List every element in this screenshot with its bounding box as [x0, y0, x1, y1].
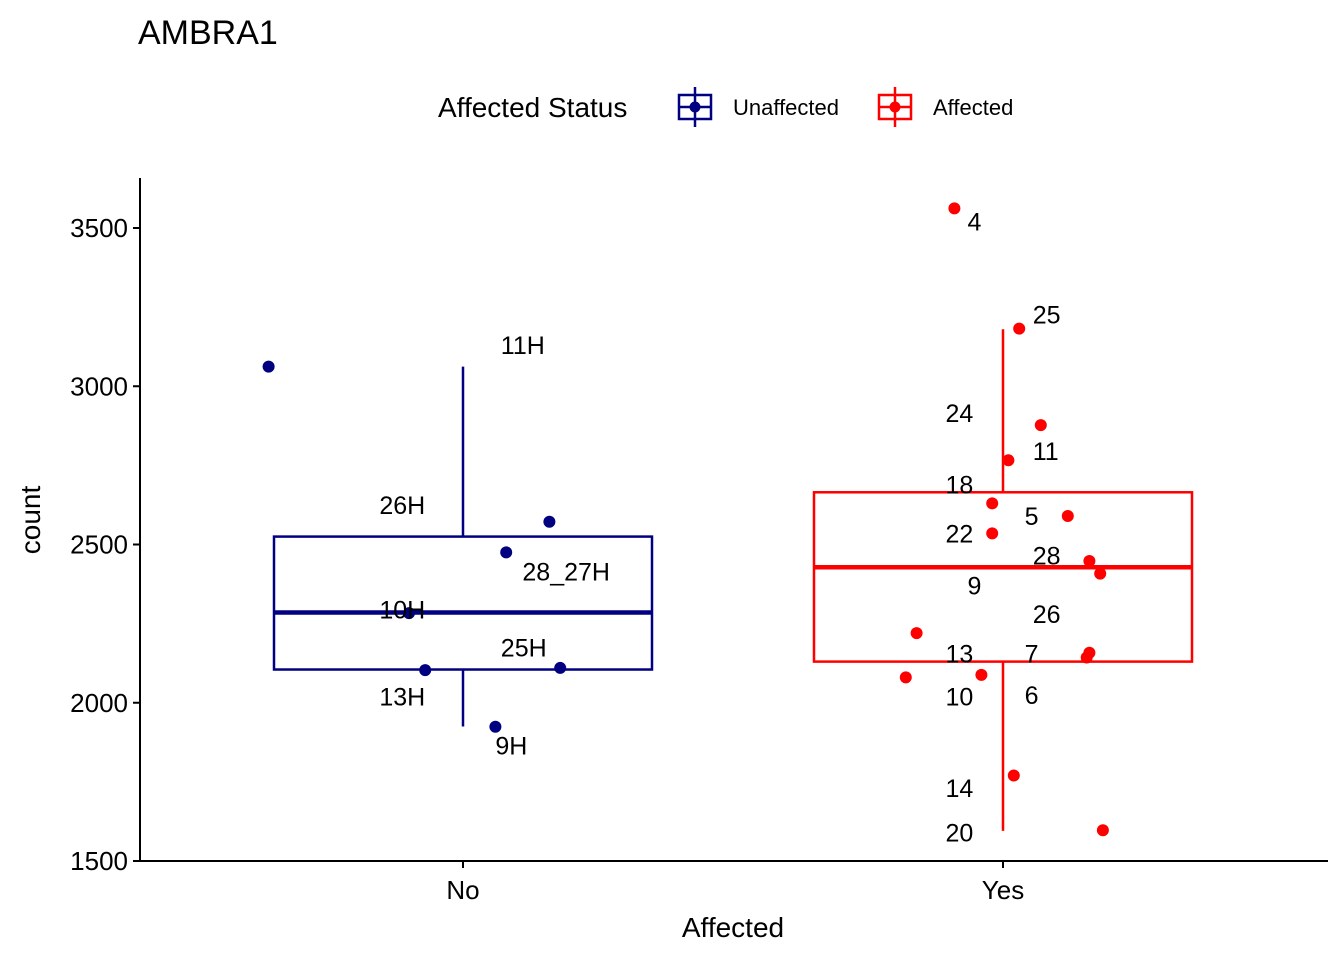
x-ticks: No Yes [446, 861, 1024, 905]
data-point [1094, 567, 1107, 580]
legend: Affected Status Unaffected Affected [438, 87, 1013, 127]
point-label: 9H [495, 732, 527, 760]
x-tick-label: No [446, 875, 479, 905]
x-axis-title: Affected [682, 912, 784, 943]
point-label: 26 [1033, 601, 1061, 629]
box-iqr [812, 491, 1194, 663]
data-point [975, 668, 988, 681]
point-label: 10 [945, 683, 973, 711]
x-tick-label: Yes [982, 875, 1024, 905]
data-point [986, 527, 999, 540]
legend-items: Unaffected Affected [677, 87, 1013, 127]
point-label: 14 [945, 775, 973, 803]
legend-item-unaffected: Unaffected [677, 87, 839, 127]
data-point [489, 720, 502, 733]
legend-title: Affected Status [438, 92, 627, 123]
point-label: 26H [379, 492, 425, 520]
point-label: 9 [967, 573, 981, 601]
point-label: 6 [1025, 682, 1039, 710]
y-tick-label: 3500 [70, 213, 128, 243]
data-point [554, 661, 567, 674]
point-label: 20 [945, 820, 973, 848]
legend-item-affected: Affected [877, 87, 1013, 127]
box-no [272, 366, 654, 727]
y-axis-title: count [15, 486, 46, 555]
boxes [272, 329, 1194, 831]
y-tick-label: 3000 [70, 371, 128, 401]
data-point [403, 607, 415, 620]
point-label: 25 [1033, 301, 1061, 329]
data-point [1061, 510, 1074, 523]
data-point [1083, 554, 1096, 567]
chart-title: AMBRA1 [138, 14, 278, 52]
data-point [910, 627, 923, 640]
y-ticks: 1500 2000 2500 3000 3500 [70, 213, 140, 876]
point-label: 11H [501, 332, 545, 360]
point-label: 5 [1025, 503, 1039, 531]
data-point [1002, 454, 1015, 467]
y-tick-label: 2500 [70, 530, 128, 560]
point-label: 25H [501, 634, 547, 662]
data-point [986, 497, 999, 510]
data-point [1007, 769, 1020, 782]
data-point [1096, 824, 1109, 837]
data-point [1080, 651, 1093, 664]
data-point [419, 664, 432, 677]
point-label: 7 [1025, 641, 1039, 669]
point-label: 28_27H [522, 558, 610, 586]
data-point [1013, 322, 1026, 335]
point-label: 13H [379, 683, 425, 711]
plot-area: 11H 26H 28_27H 10H 25H 13H 9H 4 25 24 11 18 5 22 28 9 26… [262, 202, 1194, 848]
point-label: 4 [967, 209, 981, 237]
data-point [543, 515, 556, 528]
legend-label: Affected [933, 95, 1013, 120]
point-labels: 11H 26H 28_27H 10H 25H 13H 9H 4 25 24 11 18 5 22 28 9 26… [379, 209, 1060, 848]
y-tick-label: 2000 [70, 688, 128, 718]
y-tick-label: 1500 [70, 846, 128, 876]
point-label: 24 [945, 400, 973, 428]
axes: 1500 2000 2500 3000 3500 No Yes [70, 178, 1328, 905]
data-point [1034, 419, 1047, 432]
box-iqr [272, 535, 654, 671]
data-point [948, 202, 961, 215]
point-label: 13 [945, 641, 973, 669]
box-yes [812, 329, 1194, 831]
data-point [899, 671, 912, 684]
data-point [500, 546, 513, 559]
data-point [262, 360, 275, 373]
point-label: 28 [1033, 543, 1061, 571]
point-label: 22 [945, 520, 973, 548]
points [262, 202, 1109, 837]
legend-key-point [889, 101, 901, 113]
legend-label: Unaffected [733, 95, 839, 120]
point-label: 11 [1033, 438, 1059, 466]
legend-key-point [689, 101, 701, 113]
point-label: 10H [379, 596, 425, 624]
point-label: 18 [945, 471, 973, 499]
